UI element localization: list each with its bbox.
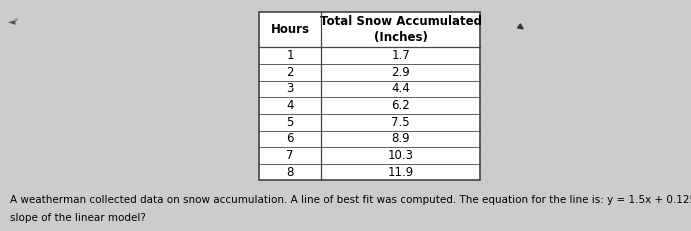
Bar [259, 12, 480, 180]
Text: slope of the linear model?: slope of the linear model? [10, 213, 146, 222]
Text: 1: 1 [286, 49, 294, 62]
Text: 2: 2 [286, 66, 294, 79]
Text: Total Snow Accumulated
(Inches): Total Snow Accumulated (Inches) [320, 15, 482, 44]
Text: 1.7: 1.7 [391, 49, 410, 62]
Text: 6: 6 [286, 132, 294, 145]
Text: 6.2: 6.2 [391, 99, 410, 112]
Text: 10.3: 10.3 [388, 149, 414, 162]
Text: Hours: Hours [271, 23, 310, 36]
Text: 7.5: 7.5 [391, 116, 410, 129]
Text: ◄ˢ: ◄ˢ [8, 16, 19, 26]
Text: 7: 7 [286, 149, 294, 162]
Text: 4: 4 [286, 99, 294, 112]
Text: 8.9: 8.9 [391, 132, 410, 145]
Text: 11.9: 11.9 [388, 166, 414, 179]
Text: 8: 8 [286, 166, 294, 179]
Text: A weatherman collected data on snow accumulation. A line of best fit was compute: A weatherman collected data on snow accu… [10, 195, 691, 205]
Text: 2.9: 2.9 [391, 66, 410, 79]
Text: 5: 5 [286, 116, 294, 129]
Text: 3: 3 [286, 82, 294, 95]
Text: 4.4: 4.4 [391, 82, 410, 95]
